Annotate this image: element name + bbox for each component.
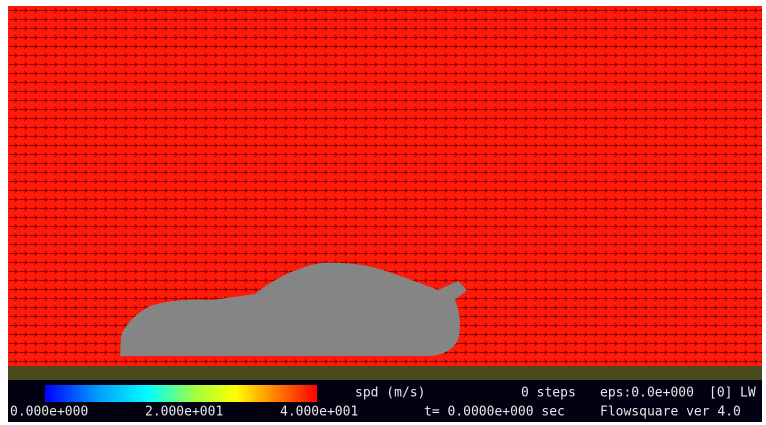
version: Flowsquare ver 4.0	[600, 405, 741, 420]
colorbar-mid: 2.000e+001	[145, 405, 223, 420]
eps: eps:0.0e+000	[600, 386, 694, 401]
mode: LW	[740, 386, 756, 401]
index: [0]	[709, 386, 732, 401]
colorbar-max: 4.000e+001	[280, 405, 358, 420]
ground	[8, 366, 762, 380]
flowsquare-window: spd (m/s) 0.000e+000 2.000e+001 4.000e+0…	[0, 0, 766, 425]
step-count: 0 steps	[521, 386, 576, 401]
colorbar-title: spd (m/s)	[355, 386, 425, 401]
colorbar-min: 0.000e+000	[10, 405, 88, 420]
time: t= 0.0000e+000 sec	[424, 405, 565, 420]
colorbar	[45, 385, 317, 402]
